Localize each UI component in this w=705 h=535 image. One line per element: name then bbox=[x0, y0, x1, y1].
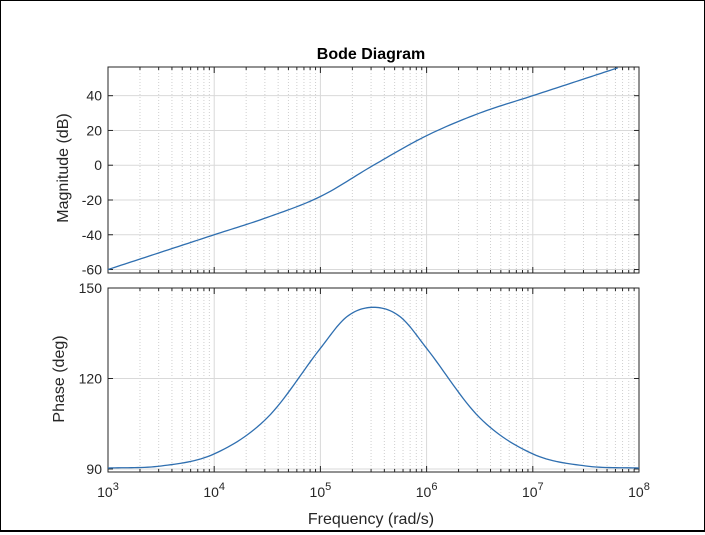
phase-y-tick-label: 90 bbox=[86, 461, 102, 477]
x-tick-label: 107 bbox=[522, 481, 544, 500]
phase-axes-box bbox=[107, 287, 640, 473]
x-tick-label: 106 bbox=[416, 481, 438, 500]
magnitude-y-axis-label: Magnitude (dB) bbox=[55, 113, 72, 222]
magnitude-y-tick-label: -40 bbox=[82, 227, 102, 243]
chart-title: Bode Diagram bbox=[317, 46, 425, 63]
x-tick-label: 108 bbox=[628, 481, 650, 500]
x-tick-label: 103 bbox=[97, 481, 119, 500]
phase-axes: 150 120 90 bbox=[79, 280, 640, 477]
magnitude-y-tick-label: -20 bbox=[82, 192, 102, 208]
x-tick-label: 104 bbox=[203, 481, 225, 500]
magnitude-y-tick-label: 0 bbox=[94, 157, 102, 173]
magnitude-y-tick-label: 20 bbox=[86, 122, 102, 138]
x-tick-label: 105 bbox=[310, 481, 332, 500]
phase-series-line bbox=[107, 306, 640, 469]
x-axis-label: Frequency (rad/s) bbox=[308, 511, 434, 528]
phase-y-tick-label: 120 bbox=[79, 370, 103, 386]
magnitude-axes-box bbox=[107, 66, 640, 274]
magnitude-series-line bbox=[107, 67, 618, 271]
phase-y-axis-label: Phase (deg) bbox=[51, 335, 68, 422]
magnitude-y-tick-label: 40 bbox=[86, 88, 102, 104]
magnitude-axes: 40 20 0 -20 -40 -60 bbox=[82, 66, 640, 278]
magnitude-y-tick-label: -60 bbox=[82, 262, 102, 278]
phase-y-tick-label: 150 bbox=[79, 280, 103, 296]
